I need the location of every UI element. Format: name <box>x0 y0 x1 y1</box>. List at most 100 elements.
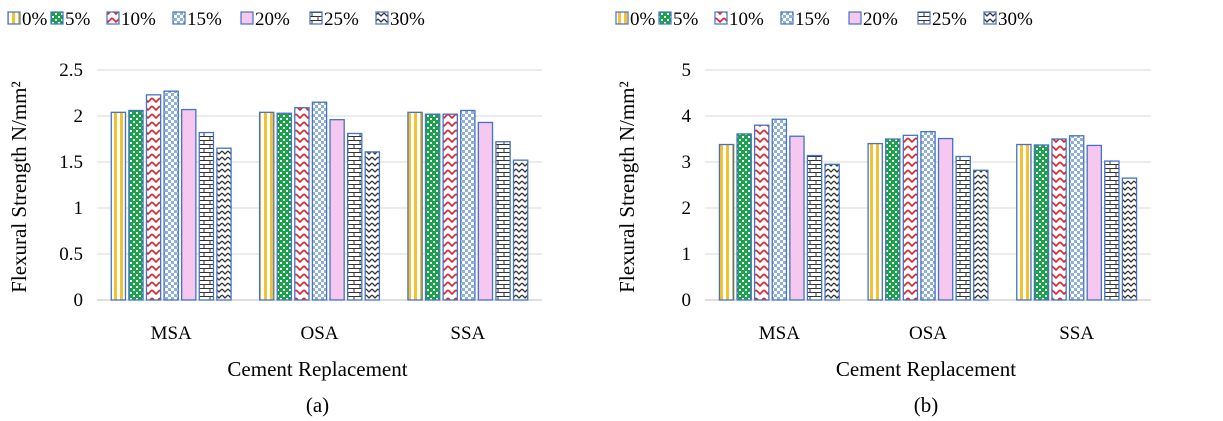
bar-osa-10pct <box>294 107 310 301</box>
legend-swatch <box>917 11 931 25</box>
x-category-label: MSA <box>759 323 800 344</box>
legend-label: 10% <box>121 9 156 30</box>
y-tick-label: 2.5 <box>59 60 83 81</box>
legend-swatch <box>375 11 389 25</box>
bar-osa-5pct <box>885 138 901 301</box>
bar-msa-0pct <box>110 111 127 301</box>
bar-osa-15pct <box>311 101 328 301</box>
bar-msa-25pct <box>806 154 823 301</box>
legend-swatch <box>50 11 64 25</box>
bar-osa-30pct <box>364 151 381 301</box>
y-tick-label: 2 <box>74 106 84 127</box>
x-category-label: OSA <box>300 323 338 344</box>
legend-label: 5% <box>65 9 91 30</box>
legend-label: 0% <box>630 9 656 30</box>
bar-ssa-30pct <box>512 159 529 301</box>
legend-item: 15% <box>780 9 830 30</box>
legend-item: 20% <box>240 9 290 30</box>
legend-swatch <box>7 11 21 25</box>
bar-osa-0pct <box>258 111 275 301</box>
bar-ssa-20pct <box>477 121 494 301</box>
legend-swatch <box>240 11 254 25</box>
x-axis-title: Cement Replacement <box>836 357 1016 381</box>
legend-label: 25% <box>324 9 359 30</box>
y-tick-label: 1 <box>74 198 84 219</box>
y-tick-label: 0 <box>682 290 692 311</box>
bar-msa-10pct <box>753 124 770 301</box>
legend-label: 15% <box>795 9 830 30</box>
x-category-label: MSA <box>151 323 192 344</box>
bar-osa-25pct <box>346 132 363 301</box>
chart-panel-a: 0 0.5 1 1.5 2 2.5 MSA OSA SSA Cement Replacement F… <box>0 0 610 421</box>
bar-ssa-15pct <box>1068 135 1085 301</box>
y-tick-label: 4 <box>682 106 692 127</box>
bar-ssa-5pct <box>424 113 441 301</box>
x-category-label: SSA <box>450 323 485 344</box>
legend-label: 10% <box>729 9 764 30</box>
legend-item: 0% <box>7 9 48 30</box>
legend-item: 30% <box>375 9 425 30</box>
bar-ssa-25pct <box>495 141 511 301</box>
bar-osa-10pct <box>902 134 919 301</box>
legend-item: 10% <box>106 9 156 30</box>
legend-swatch <box>172 11 186 25</box>
chart-b: 0 1 2 3 4 5 MSA OSA SSA Cement Replacement Flexura… <box>615 9 1151 417</box>
bar-msa-30pct <box>824 163 840 301</box>
bar-ssa-20pct <box>1086 144 1103 301</box>
bar-msa-25pct <box>198 131 215 301</box>
bar-osa-20pct <box>937 137 954 301</box>
legend-label: 15% <box>187 9 222 30</box>
legend-label: 30% <box>998 9 1033 30</box>
legend-swatch <box>309 11 323 25</box>
legend-swatch <box>848 11 862 25</box>
y-axis-title: Flexural Strength N/mm² <box>615 81 639 293</box>
bar-osa-30pct <box>973 169 989 301</box>
legend-label: 20% <box>863 9 898 30</box>
bar-osa-20pct <box>329 119 345 301</box>
legend-swatch <box>983 11 997 25</box>
bar-ssa-30pct <box>1121 177 1138 301</box>
y-tick-label: 1.5 <box>59 152 83 173</box>
y-tick-label: 2 <box>682 198 692 219</box>
x-category-label: OSA <box>909 323 947 344</box>
legend-label: 30% <box>390 9 425 30</box>
bar-ssa-10pct <box>1051 138 1067 301</box>
legend-label: 25% <box>932 9 967 30</box>
legend-label: 20% <box>255 9 290 30</box>
chart-caption: (a) <box>306 393 329 417</box>
bar-ssa-15pct <box>460 109 476 301</box>
legend-item: 15% <box>172 9 222 30</box>
legend-swatch <box>658 11 672 25</box>
y-tick-label: 5 <box>682 60 692 81</box>
bar-ssa-25pct <box>1104 160 1120 301</box>
bar-ssa-0pct <box>407 111 423 301</box>
legend-item: 30% <box>983 9 1033 30</box>
bar-msa-15pct <box>163 90 179 301</box>
legend-label: 0% <box>22 9 48 30</box>
bar-msa-0pct <box>718 143 735 301</box>
y-tick-label: 1 <box>682 244 692 265</box>
bar-osa-25pct <box>955 155 971 301</box>
legend-item: 5% <box>658 9 699 30</box>
bar-msa-30pct <box>216 147 232 301</box>
legend-swatch <box>615 11 629 25</box>
legend-label: 5% <box>673 9 699 30</box>
legend-item: 25% <box>309 9 359 30</box>
bar-osa-15pct <box>920 130 936 301</box>
bar-osa-0pct <box>867 142 883 301</box>
legend-item: 5% <box>50 9 91 30</box>
chart-caption: (b) <box>914 393 939 417</box>
x-category-label: SSA <box>1059 323 1094 344</box>
bar-osa-5pct <box>276 112 293 301</box>
legend-item: 0% <box>615 9 656 30</box>
legend-item: 25% <box>917 9 967 30</box>
bar-msa-15pct <box>771 118 788 301</box>
y-tick-label: 0.5 <box>59 244 83 265</box>
y-tick-label: 0 <box>74 290 84 311</box>
legend-swatch <box>714 11 728 25</box>
legend-item: 20% <box>848 9 898 30</box>
legend-swatch <box>106 11 120 25</box>
chart-panel-b: 0 1 2 3 4 5 MSA OSA SSA Cement Replacement Flexura… <box>612 0 1223 421</box>
bar-ssa-0pct <box>1016 143 1032 301</box>
bar-msa-5pct <box>736 133 752 301</box>
